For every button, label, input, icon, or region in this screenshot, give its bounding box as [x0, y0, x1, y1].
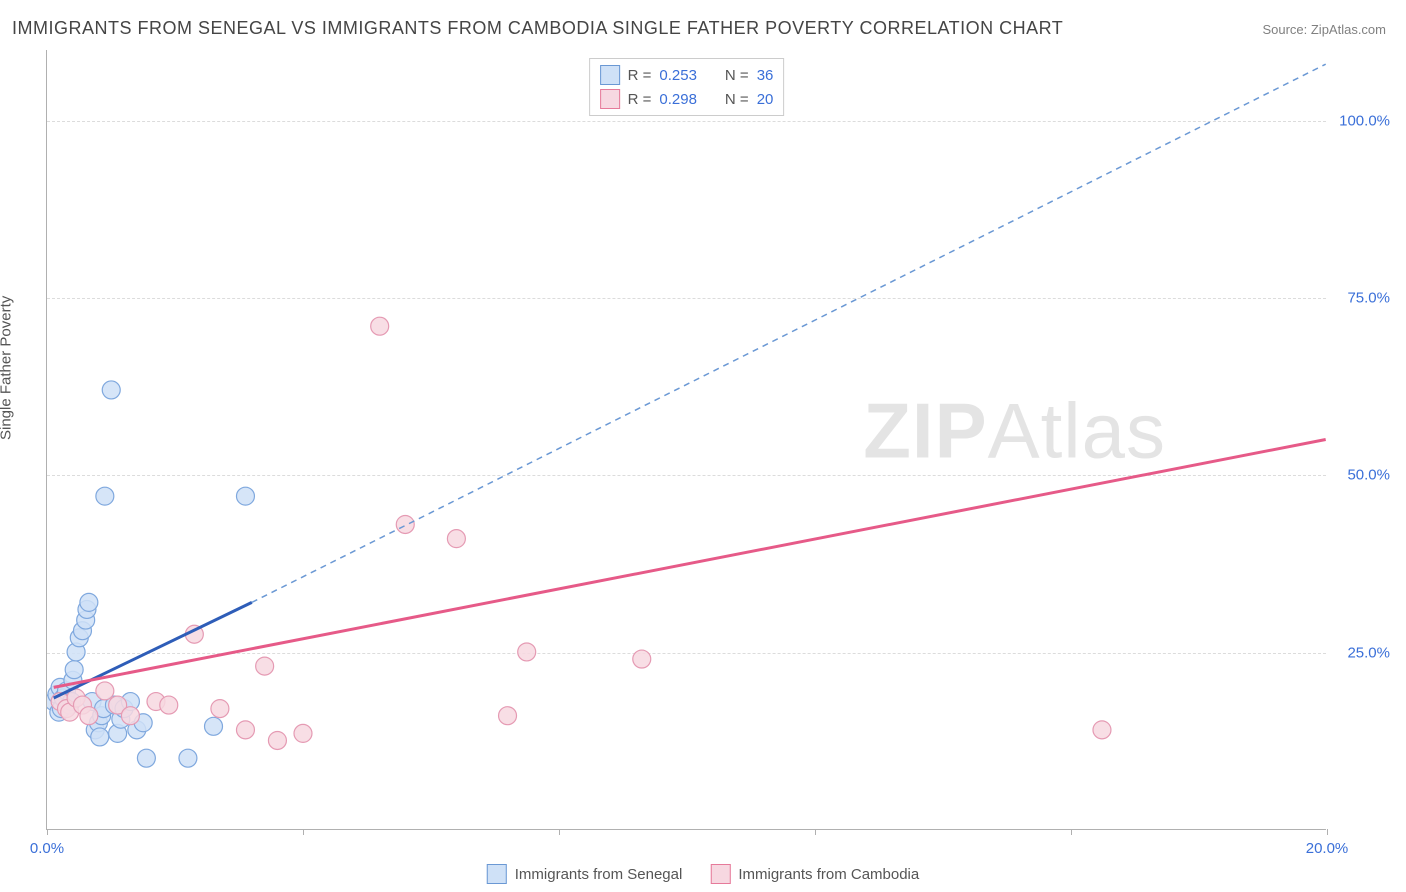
- x-tick: [303, 829, 304, 835]
- scatter-point: [205, 717, 223, 735]
- source-prefix: Source:: [1262, 22, 1310, 37]
- scatter-point: [371, 317, 389, 335]
- x-tick: [47, 829, 48, 835]
- scatter-point: [518, 643, 536, 661]
- legend-r-value: 0.253: [659, 67, 697, 84]
- legend-stats: R = 0.253 N = 36 R = 0.298 N = 20: [589, 58, 785, 116]
- source-link[interactable]: ZipAtlas.com: [1311, 22, 1386, 37]
- legend-r-label: R =: [628, 67, 652, 84]
- scatter-point: [137, 749, 155, 767]
- x-tick: [1071, 829, 1072, 835]
- legend-swatch: [600, 65, 620, 85]
- scatter-point: [80, 707, 98, 725]
- legend-r-label: R =: [628, 91, 652, 108]
- scatter-point: [236, 721, 254, 739]
- legend-n-label: N =: [725, 67, 749, 84]
- scatter-point: [294, 724, 312, 742]
- scatter-point: [179, 749, 197, 767]
- legend-stats-row: R = 0.253 N = 36: [600, 63, 774, 87]
- chart-container: IMMIGRANTS FROM SENEGAL VS IMMIGRANTS FR…: [0, 0, 1406, 892]
- scatter-point: [96, 682, 114, 700]
- plot-area: ZIPAtlas 25.0%50.0%75.0%100.0% 0.0%20.0%…: [46, 50, 1326, 830]
- legend-series-label: Immigrants from Cambodia: [738, 866, 919, 883]
- legend-series: Immigrants from Senegal Immigrants from C…: [487, 864, 919, 884]
- legend-swatch: [600, 89, 620, 109]
- scatter-point: [102, 381, 120, 399]
- legend-swatch: [710, 864, 730, 884]
- legend-r-value: 0.298: [659, 91, 697, 108]
- x-tick: [815, 829, 816, 835]
- legend-series-item: Immigrants from Cambodia: [710, 864, 919, 884]
- scatter-point: [1093, 721, 1111, 739]
- scatter-point: [211, 700, 229, 718]
- trend-line: [54, 440, 1326, 688]
- legend-n-value: 36: [757, 67, 774, 84]
- scatter-point: [96, 487, 114, 505]
- legend-swatch: [487, 864, 507, 884]
- trend-line-dashed: [252, 64, 1326, 602]
- legend-n-label: N =: [725, 91, 749, 108]
- chart-svg: [47, 50, 1326, 829]
- scatter-point: [268, 731, 286, 749]
- scatter-point: [80, 593, 98, 611]
- scatter-point: [121, 707, 139, 725]
- y-tick-label: 100.0%: [1330, 112, 1390, 129]
- source-attribution: Source: ZipAtlas.com: [1262, 22, 1386, 37]
- scatter-point: [65, 661, 83, 679]
- legend-series-label: Immigrants from Senegal: [515, 866, 683, 883]
- x-tick: [1327, 829, 1328, 835]
- y-tick-label: 25.0%: [1330, 644, 1390, 661]
- legend-series-item: Immigrants from Senegal: [487, 864, 683, 884]
- scatter-point: [499, 707, 517, 725]
- x-tick: [559, 829, 560, 835]
- scatter-point: [447, 530, 465, 548]
- y-tick-label: 50.0%: [1330, 467, 1390, 484]
- legend-stats-row: R = 0.298 N = 20: [600, 87, 774, 111]
- chart-title: IMMIGRANTS FROM SENEGAL VS IMMIGRANTS FR…: [12, 18, 1063, 39]
- legend-n-value: 20: [757, 91, 774, 108]
- scatter-point: [633, 650, 651, 668]
- scatter-point: [160, 696, 178, 714]
- scatter-point: [91, 728, 109, 746]
- scatter-point: [396, 515, 414, 533]
- x-tick-label: 0.0%: [30, 840, 64, 857]
- x-tick-label: 20.0%: [1306, 840, 1349, 857]
- y-tick-label: 75.0%: [1330, 290, 1390, 307]
- y-axis-label: Single Father Poverty: [0, 296, 15, 440]
- scatter-point: [256, 657, 274, 675]
- scatter-point: [236, 487, 254, 505]
